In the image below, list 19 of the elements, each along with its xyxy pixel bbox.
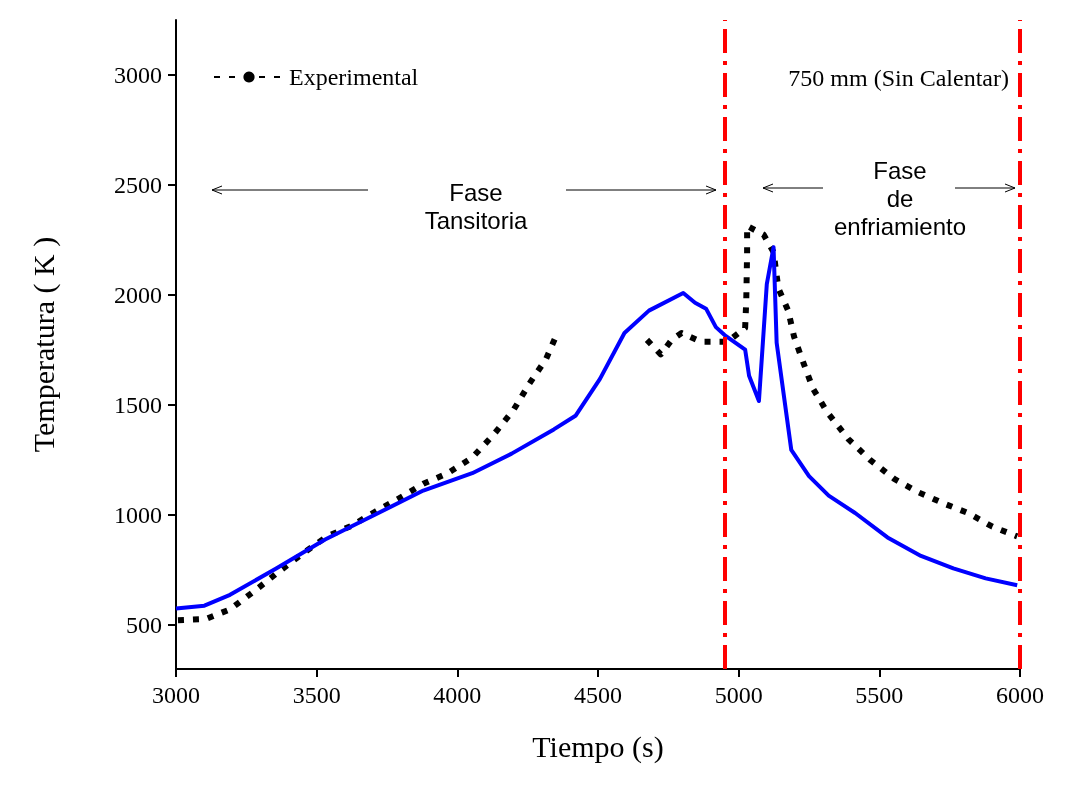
x-tick-label: 3000 bbox=[152, 682, 200, 708]
annotation: 750 mm (Sin Calentar) bbox=[788, 65, 1009, 91]
x-tick-label: 5500 bbox=[855, 682, 904, 708]
legend-label: Experimental bbox=[289, 64, 419, 90]
y-tick-label: 1500 bbox=[114, 392, 162, 418]
x-tick-label: 6000 bbox=[996, 682, 1044, 708]
x-tick-label: 5000 bbox=[714, 682, 763, 708]
y-tick-label: 2500 bbox=[114, 172, 162, 198]
y-tick-label: 2000 bbox=[114, 282, 162, 308]
x-axis-title: Tiempo (s) bbox=[532, 729, 664, 764]
x-tick-label: 4500 bbox=[574, 682, 622, 708]
y-tick-label: 500 bbox=[126, 612, 162, 638]
y-tick-label: 3000 bbox=[114, 62, 162, 88]
x-tick-label: 4000 bbox=[433, 682, 482, 708]
annotation: Fase Tansitoria bbox=[424, 178, 529, 234]
y-axis-title: Temperatura ( K ) bbox=[26, 236, 61, 453]
x-tick-label: 3500 bbox=[292, 682, 341, 708]
y-tick-label: 1000 bbox=[114, 502, 162, 528]
annotation: Fase de enfriamiento bbox=[833, 156, 967, 240]
